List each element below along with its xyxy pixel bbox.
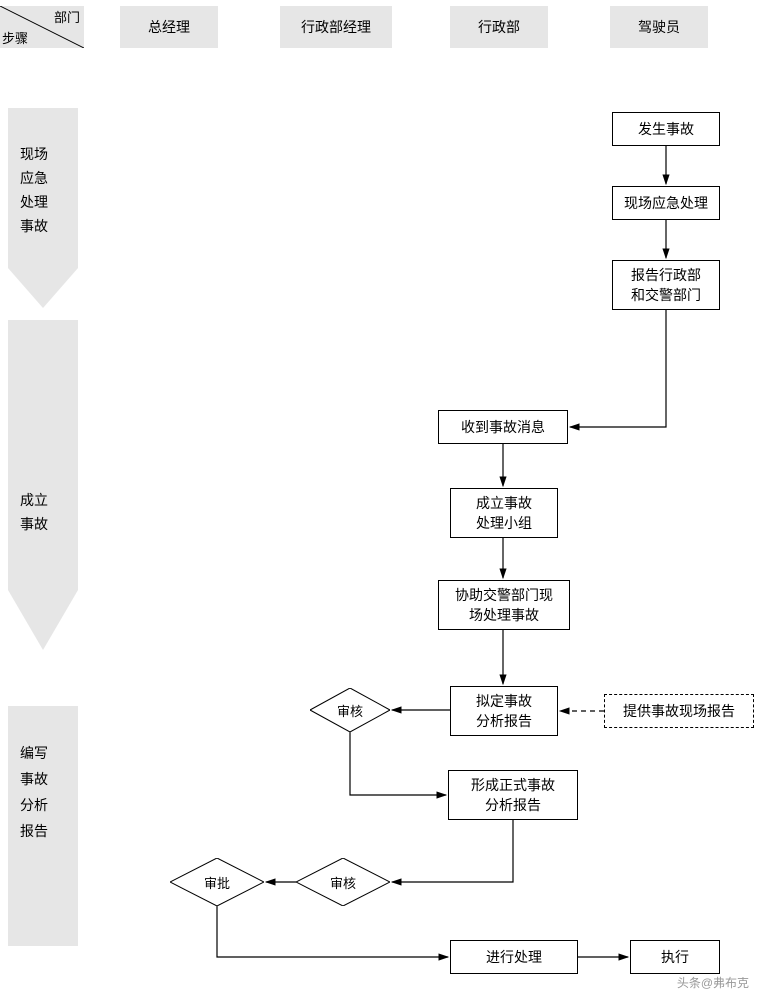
diamond-review1-label: 审核: [310, 688, 390, 732]
node-onsite: 现场应急处理: [612, 186, 720, 220]
diamond-approve: 审批: [170, 858, 264, 906]
step1-l0: [20, 118, 78, 142]
node-formal: 形成正式事故 分析报告: [448, 770, 578, 820]
col-header-gm: 总经理: [120, 6, 218, 48]
corner-cell: 部门 步骤: [0, 6, 84, 48]
step3-l2: 事故: [20, 766, 78, 792]
node-provide: 提供事故现场报告: [604, 694, 754, 728]
step2-l2: 事故: [20, 512, 78, 536]
step1-l3: 处理: [20, 190, 78, 214]
step1-l2: 应急: [20, 166, 78, 190]
step3-sp: [20, 714, 78, 740]
watermark: 头条@弗布克: [677, 974, 749, 991]
step3-sp2: [20, 844, 78, 870]
node-draft: 拟定事故 分析报告: [450, 686, 558, 736]
node-process: 进行处理: [450, 940, 578, 974]
col-header-admin-mgr: 行政部经理: [280, 6, 392, 48]
node-accident: 发生事故: [612, 112, 720, 146]
step3-l3: 分析: [20, 792, 78, 818]
node-receive: 收到事故消息: [438, 410, 568, 444]
diamond-review2-label: 审核: [296, 858, 390, 906]
node-report-admin: 报告行政部 和交警部门: [612, 260, 720, 310]
step-3: 编写 事故 分析 报告: [8, 706, 78, 946]
node-exec: 执行: [630, 940, 720, 974]
corner-top-label: 部门: [54, 7, 80, 26]
diamond-review2: 审核: [296, 858, 390, 906]
step2-sp2: [20, 464, 78, 488]
col-header-driver: 驾驶员: [610, 6, 708, 48]
diamond-approve-label: 审批: [170, 858, 264, 906]
node-team: 成立事故 处理小组: [450, 488, 558, 538]
step1-l4: 事故: [20, 214, 78, 238]
step2-sp1: [20, 440, 78, 464]
step-2: 成立 事故: [8, 320, 78, 650]
node-assist: 协助交警部门现 场处理事故: [438, 580, 570, 630]
swimlane-header: 部门 步骤 总经理 行政部经理 行政部 驾驶员: [0, 6, 767, 48]
corner-bottom-label: 步骤: [2, 28, 28, 47]
diamond-review1: 审核: [310, 688, 390, 732]
flow-arrows: [0, 0, 767, 997]
col-header-admin: 行政部: [450, 6, 548, 48]
step3-l1: 编写: [20, 740, 78, 766]
step-1: 现场 应急 处理 事故: [8, 108, 78, 308]
step3-l4: 报告: [20, 818, 78, 844]
step2-l1: 成立: [20, 488, 78, 512]
step1-l1: 现场: [20, 142, 78, 166]
